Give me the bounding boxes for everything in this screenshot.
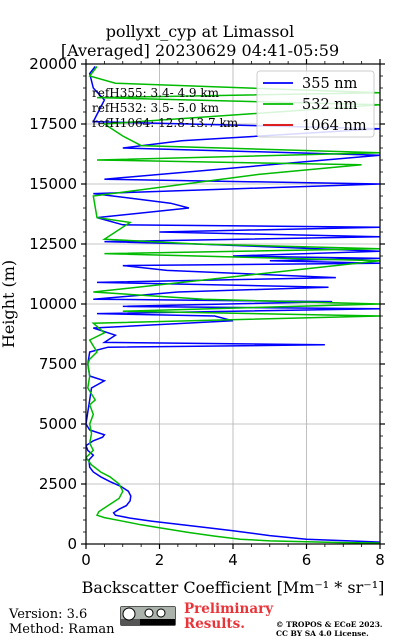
x-tick-label: 2	[155, 551, 165, 569]
ref-height-annotation: refH1064: 12.8-13.7 km	[92, 116, 239, 130]
y-tick-label: 0	[67, 535, 77, 553]
ref-height-annotation: refH532: 3.5- 5.0 km	[92, 101, 220, 115]
version-label: Version: 3.6	[9, 607, 88, 622]
x-tick-label: 0	[81, 551, 91, 569]
cc-license-icon	[120, 606, 176, 626]
preliminary-line-1: Preliminary	[184, 601, 274, 617]
y-tick-label: 7500	[39, 355, 77, 373]
y-tick-label: 15000	[29, 175, 77, 193]
ref-height-annotation: refH355: 3.4- 4.9 km	[92, 86, 220, 100]
preliminary-results-label: Preliminary Results.	[184, 602, 273, 632]
legend-label: 355 nm	[302, 76, 358, 92]
y-axis-label: Height (m)	[0, 260, 18, 348]
method-label: Method: Raman	[9, 622, 115, 637]
preliminary-line-2: Results.	[184, 616, 245, 632]
y-tick-label: 10000	[29, 295, 77, 313]
y-tick-label: 17500	[29, 115, 77, 133]
license-line: CC BY SA 4.0 License.	[276, 629, 369, 638]
legend-label: 1064 nm	[302, 118, 367, 134]
x-tick-label: 4	[228, 551, 238, 569]
y-tick-label: 2500	[39, 475, 77, 493]
series-line-355-nm	[86, 65, 380, 543]
y-tick-label: 5000	[39, 415, 77, 433]
license-text: © TROPOS & ECoE 2023. CC BY SA 4.0 Licen…	[276, 620, 383, 638]
copyright-line: © TROPOS & ECoE 2023.	[276, 620, 383, 629]
legend-label: 532 nm	[302, 97, 358, 113]
y-tick-label: 12500	[29, 235, 77, 253]
chart-title: pollyxt_cyp at Limassol	[105, 22, 295, 41]
series-line-532-nm	[86, 65, 380, 544]
x-tick-label: 8	[375, 551, 385, 569]
x-axis-label: Backscatter Coefficient [Mm⁻¹ * sr⁻¹]	[82, 578, 385, 597]
chart-subtitle: [Averaged] 20230629 04:41-05:59	[60, 41, 340, 60]
x-tick-label: 6	[302, 551, 312, 569]
y-tick-label: 20000	[29, 55, 77, 73]
legend-box	[256, 70, 375, 138]
